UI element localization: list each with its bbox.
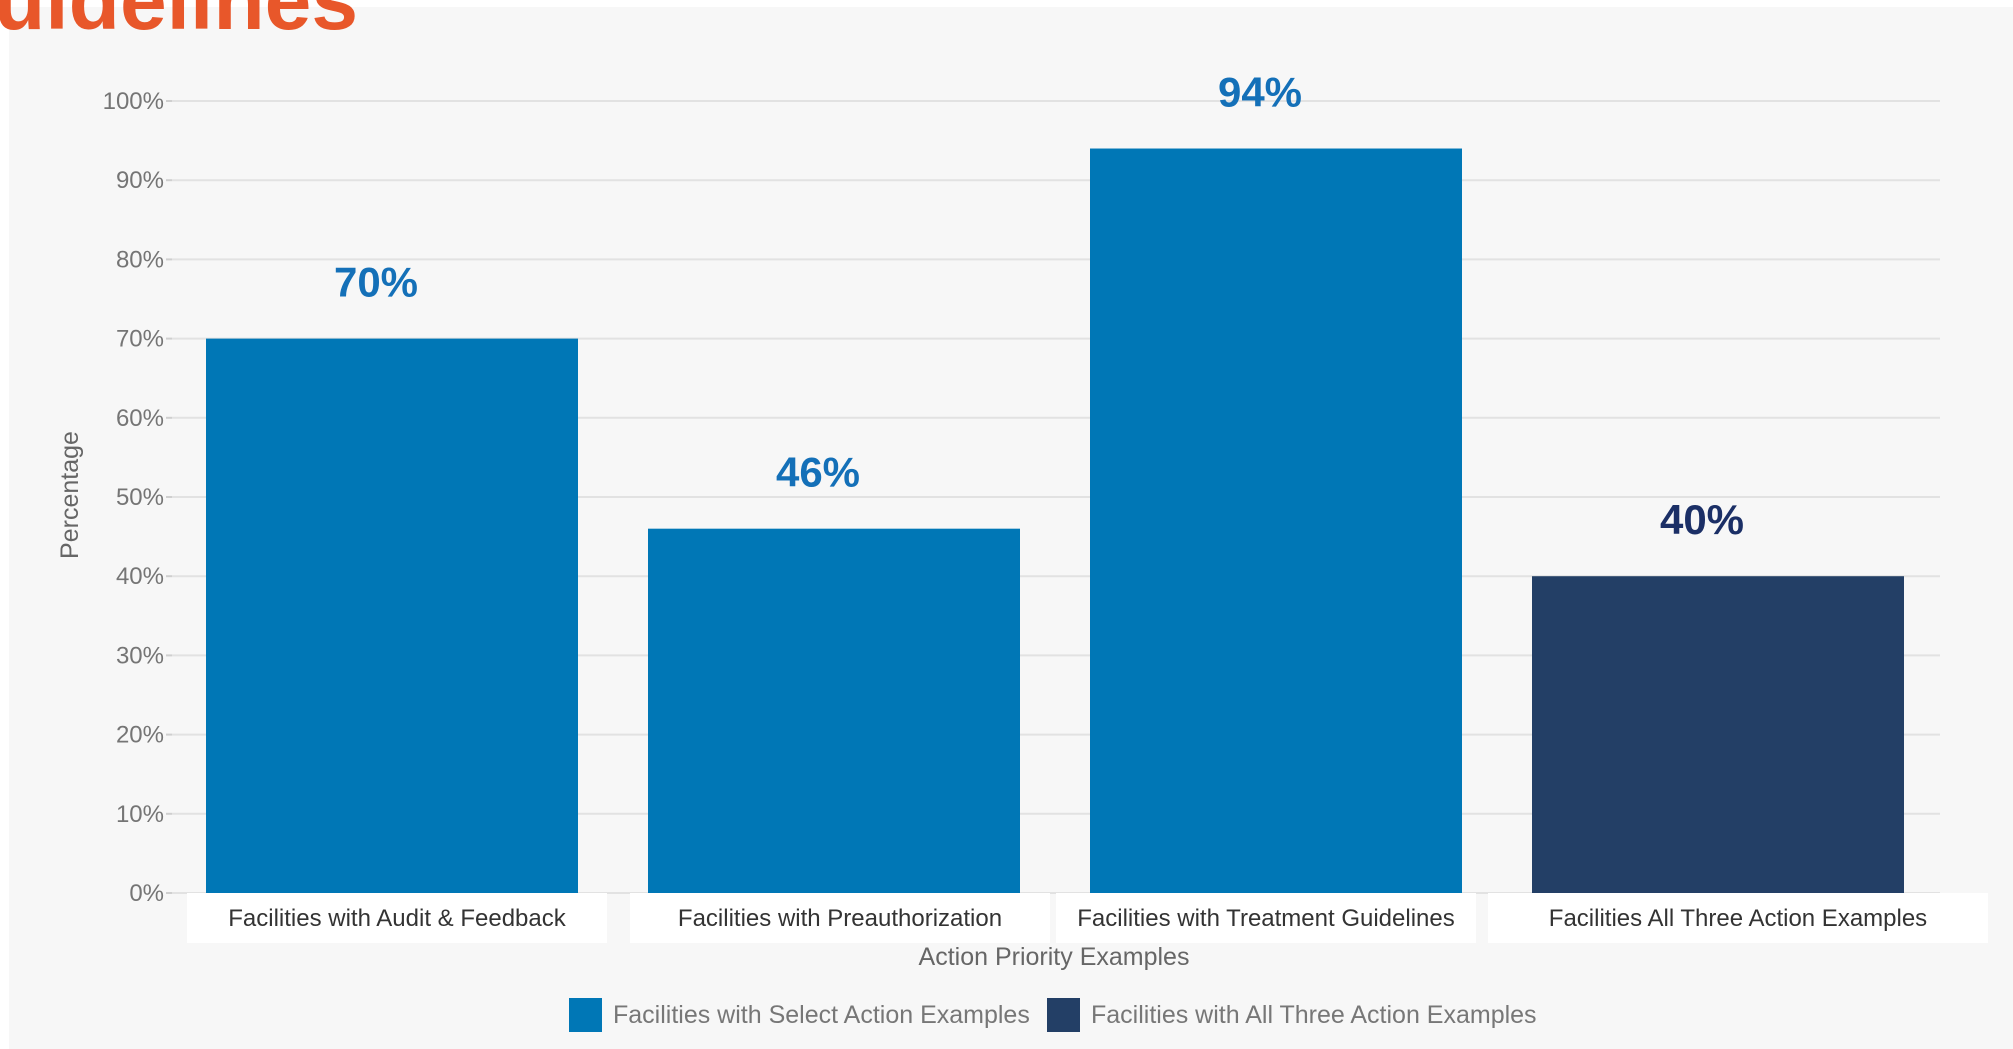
category-box (187, 893, 607, 943)
y-tick-label: 50% (116, 484, 164, 511)
legend-swatch (1047, 998, 1080, 1032)
category-box (630, 893, 1050, 943)
y-tick-label: 30% (116, 642, 164, 669)
bar (206, 338, 578, 894)
bars: 70% 46% 94% 40% (206, 69, 1904, 894)
bar (1090, 148, 1462, 893)
page-heading: uidelines (0, 0, 359, 47)
category-box (1488, 893, 1988, 943)
data-label: 46% (776, 449, 860, 496)
y-tick-label: 70% (116, 326, 164, 353)
y-tick-label: 100% (103, 88, 164, 115)
legend-label: Facilities with Select Action Examples (613, 1001, 1030, 1029)
data-label: 40% (1660, 496, 1744, 543)
data-label: 70% (334, 259, 418, 306)
bar (648, 528, 1020, 893)
data-label: 94% (1218, 69, 1302, 116)
x-axis-title: Action Priority Examples (919, 943, 1190, 971)
y-tick-label: 0% (129, 880, 164, 907)
y-tick-label: 60% (116, 405, 164, 432)
legend: Facilities with Select Action Examples Fa… (569, 998, 1537, 1032)
legend-label: Facilities with All Three Action Example… (1091, 1001, 1537, 1029)
y-tick-label: 10% (116, 801, 164, 828)
x-axis-categories: Facilities with Audit & Feedback Faciliti… (187, 893, 1988, 943)
y-axis-ticks: 0% 10% 20% 30% 40% 50% 60% 70% 80% 90% 100% (103, 88, 164, 907)
category-box (1056, 893, 1476, 943)
x-tick-label: Facilities with Treatment Guidelines (1077, 905, 1454, 932)
legend-swatch (569, 998, 602, 1032)
y-axis-title: Percentage (56, 431, 84, 559)
x-tick-label: Facilities with Audit & Feedback (228, 905, 566, 932)
y-tick-label: 40% (116, 563, 164, 590)
x-tick-label: Facilities with Preauthorization (678, 905, 1002, 932)
x-tick-label: Facilities All Three Action Examples (1549, 905, 1927, 932)
y-tick-label: 20% (116, 722, 164, 749)
y-tick-label: 90% (116, 167, 164, 194)
bar (1532, 576, 1904, 893)
y-tick-label: 80% (116, 246, 164, 273)
